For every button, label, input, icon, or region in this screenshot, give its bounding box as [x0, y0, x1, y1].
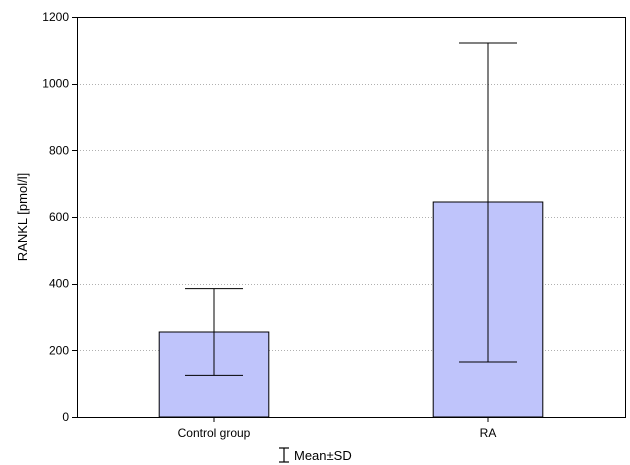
y-tick-label: 1000	[42, 77, 69, 91]
x-tick-label: RA	[480, 426, 497, 440]
y-tick-label: 600	[49, 210, 69, 224]
y-axis-label: RANKL [pmol/l]	[15, 173, 30, 261]
error-bars	[185, 42, 517, 376]
y-tick-label: 1200	[42, 10, 69, 24]
legend-label: Mean±SD	[294, 448, 352, 463]
y-tick-label: 400	[49, 277, 69, 291]
y-tick-label: 200	[49, 343, 69, 357]
y-axis-ticks: 0 200 400 600 800 1000 1200	[42, 10, 77, 424]
bars	[158, 201, 544, 418]
plot-frame	[77, 17, 626, 418]
y-tick-label: 800	[49, 143, 69, 157]
legend: Mean±SD	[279, 447, 352, 463]
error-bar-legend-icon	[279, 447, 289, 463]
x-axis-ticks: Control group RA	[178, 417, 497, 440]
x-tick-label: Control group	[178, 426, 251, 440]
y-tick-label: 0	[62, 410, 69, 424]
